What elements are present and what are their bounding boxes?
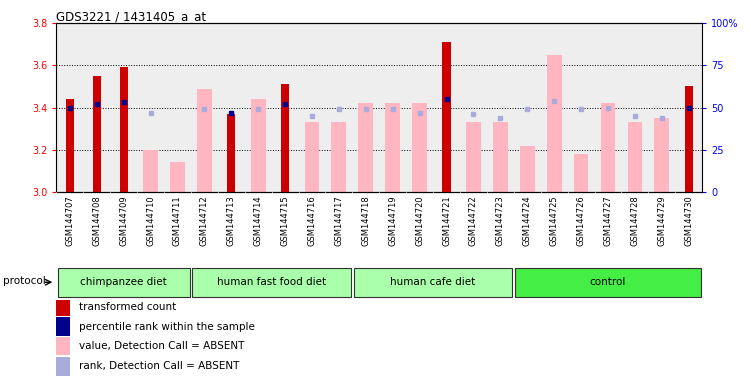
Bar	[92, 76, 101, 192]
Bar	[227, 114, 235, 192]
Text: GSM144719: GSM144719	[388, 196, 397, 246]
Text: GSM144728: GSM144728	[630, 196, 639, 247]
Bar	[574, 154, 589, 192]
Bar	[56, 357, 70, 376]
FancyBboxPatch shape	[515, 268, 701, 297]
Text: GDS3221 / 1431405_a_at: GDS3221 / 1431405_a_at	[56, 10, 207, 23]
Text: GSM144722: GSM144722	[469, 196, 478, 246]
Text: GSM144711: GSM144711	[173, 196, 182, 246]
Text: GSM144729: GSM144729	[657, 196, 666, 246]
FancyBboxPatch shape	[58, 268, 189, 297]
Text: GSM144708: GSM144708	[92, 196, 101, 247]
Text: percentile rank within the sample: percentile rank within the sample	[79, 321, 255, 331]
Bar	[628, 122, 642, 192]
Bar	[305, 122, 319, 192]
Bar	[412, 103, 427, 192]
Bar	[547, 55, 562, 192]
Text: protocol: protocol	[3, 275, 46, 286]
Text: human cafe diet: human cafe diet	[391, 276, 475, 286]
Bar	[119, 68, 128, 192]
Bar	[197, 88, 212, 192]
Text: control: control	[590, 276, 626, 286]
Bar	[56, 317, 70, 336]
Text: human fast food diet: human fast food diet	[217, 276, 326, 286]
Bar	[385, 103, 400, 192]
Text: GSM144707: GSM144707	[65, 196, 74, 247]
Text: GSM144718: GSM144718	[361, 196, 370, 247]
Bar	[56, 298, 70, 316]
Text: GSM144715: GSM144715	[281, 196, 290, 246]
Text: GSM144709: GSM144709	[119, 196, 128, 246]
Bar	[520, 146, 535, 192]
Bar	[358, 103, 373, 192]
FancyBboxPatch shape	[192, 268, 351, 297]
Bar	[442, 42, 451, 192]
Text: GSM144727: GSM144727	[604, 196, 613, 247]
Text: GSM144713: GSM144713	[227, 196, 236, 247]
Bar	[654, 118, 669, 192]
FancyBboxPatch shape	[354, 268, 512, 297]
Bar	[331, 122, 346, 192]
Text: GSM144730: GSM144730	[684, 196, 693, 247]
Text: transformed count: transformed count	[79, 302, 176, 312]
Bar	[466, 122, 481, 192]
Bar	[170, 162, 185, 192]
Text: GSM144714: GSM144714	[254, 196, 263, 246]
Text: GSM144721: GSM144721	[442, 196, 451, 246]
Text: GSM144726: GSM144726	[577, 196, 586, 247]
Text: GSM144712: GSM144712	[200, 196, 209, 246]
Text: value, Detection Call = ABSENT: value, Detection Call = ABSENT	[79, 341, 244, 351]
Text: GSM144720: GSM144720	[415, 196, 424, 246]
Bar	[685, 86, 693, 192]
Text: GSM144717: GSM144717	[334, 196, 343, 247]
Text: GSM144724: GSM144724	[523, 196, 532, 246]
Text: rank, Detection Call = ABSENT: rank, Detection Call = ABSENT	[79, 361, 240, 371]
Text: GSM144723: GSM144723	[496, 196, 505, 247]
Bar	[281, 84, 289, 192]
Bar	[143, 150, 158, 192]
Bar	[493, 122, 508, 192]
Text: GSM144716: GSM144716	[307, 196, 316, 247]
Text: GSM144710: GSM144710	[146, 196, 155, 246]
Bar	[56, 337, 70, 355]
Text: chimpanzee diet: chimpanzee diet	[80, 276, 167, 286]
Bar	[601, 103, 615, 192]
Text: GSM144725: GSM144725	[550, 196, 559, 246]
Bar	[251, 99, 266, 192]
Bar	[65, 99, 74, 192]
